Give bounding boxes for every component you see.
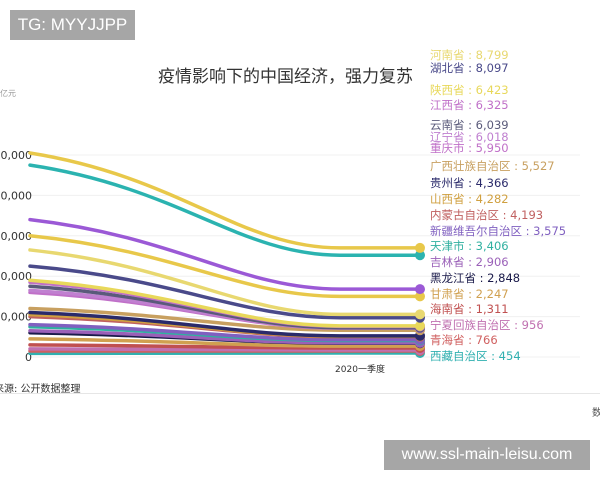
- series-end-label: 青海省 : 766: [430, 333, 498, 347]
- series-line: [28, 328, 422, 345]
- y-tick-label: 0: [25, 351, 32, 364]
- chart-canvas: 0 20,000 40,000 60,000 80,000 100,000 2020一季度 河…: [0, 48, 580, 375]
- y-tick-label: 40,000: [0, 270, 32, 283]
- series-end-dot: [415, 250, 425, 261]
- series-line: [28, 151, 422, 250]
- series-line: [28, 322, 422, 342]
- series-end-label: 贵州省 : 4,366: [430, 176, 509, 190]
- watermark-bottom: www.ssl-main-leisu.com: [384, 440, 590, 470]
- series-end-label: 内蒙古自治区 : 4,193: [430, 208, 543, 222]
- series-line: [28, 234, 422, 299]
- series-end-label: 新疆维吾尔自治区 : 3,575: [430, 224, 566, 238]
- series-end-label: 重庆市 : 5,950: [430, 141, 509, 155]
- data-source-note: 来源: 公开数据整理: [0, 384, 81, 395]
- series-end-label: 甘肃省 : 2,247: [430, 287, 509, 301]
- series-line: [28, 284, 422, 330]
- series-line: [28, 163, 422, 257]
- series-end-label: 辽宁省 : 6,018: [430, 130, 509, 144]
- x-tick-label: 2020一季度: [335, 363, 385, 375]
- y-tick-label: 80,000: [0, 189, 32, 202]
- series-end-dot: [415, 242, 425, 253]
- series-end-label: 陕西省 : 6,423: [430, 83, 509, 97]
- series-end-label: 宁夏回族自治区 : 956: [430, 318, 544, 332]
- series-end-label: 海南省 : 1,311: [430, 302, 509, 316]
- series-end-dot: [415, 284, 425, 295]
- series-end-label: 西藏自治区 : 454: [430, 349, 521, 363]
- series-end-label: 广西壮族自治区 : 5,527: [430, 159, 555, 173]
- series-end-label: 黑龙江省 : 2,848: [430, 271, 520, 285]
- series-end-label: 河南省 : 8,799: [430, 48, 509, 62]
- series-end-label: 吉林省 : 2,906: [430, 255, 509, 269]
- series-end-label: 江西省 : 6,325: [430, 98, 509, 112]
- chart-title: 疫情影响下的中国经济，强力复苏: [158, 67, 413, 87]
- series-line: [28, 347, 422, 352]
- series-line: [28, 264, 422, 320]
- series-line: [28, 278, 422, 328]
- series-end-label: 湖北省 : 8,097: [430, 61, 509, 75]
- divider: [0, 393, 600, 394]
- series-end-dot: [415, 320, 425, 331]
- series-line: [28, 343, 422, 350]
- watermark-top: TG: MYYJJPP: [10, 10, 135, 40]
- series-line: [28, 310, 422, 338]
- series-end-dot: [415, 309, 425, 320]
- series-end-label: 天津市 : 3,406: [430, 239, 509, 253]
- series-line: [28, 337, 422, 348]
- series-line: [28, 248, 422, 317]
- series-line: [28, 306, 422, 332]
- series-end-label: 云南省 : 6,039: [430, 118, 509, 132]
- footer-cut-text: 数: [592, 408, 600, 419]
- series-end-label: 山西省 : 4,282: [430, 192, 509, 206]
- series-line: [28, 217, 422, 291]
- y-axis-unit: 亿元: [0, 89, 16, 98]
- series-end-dot: [415, 291, 425, 302]
- y-tick-label: 100,000: [0, 149, 32, 162]
- y-tick-label: 20,000: [0, 311, 32, 324]
- y-tick-label: 60,000: [0, 230, 32, 243]
